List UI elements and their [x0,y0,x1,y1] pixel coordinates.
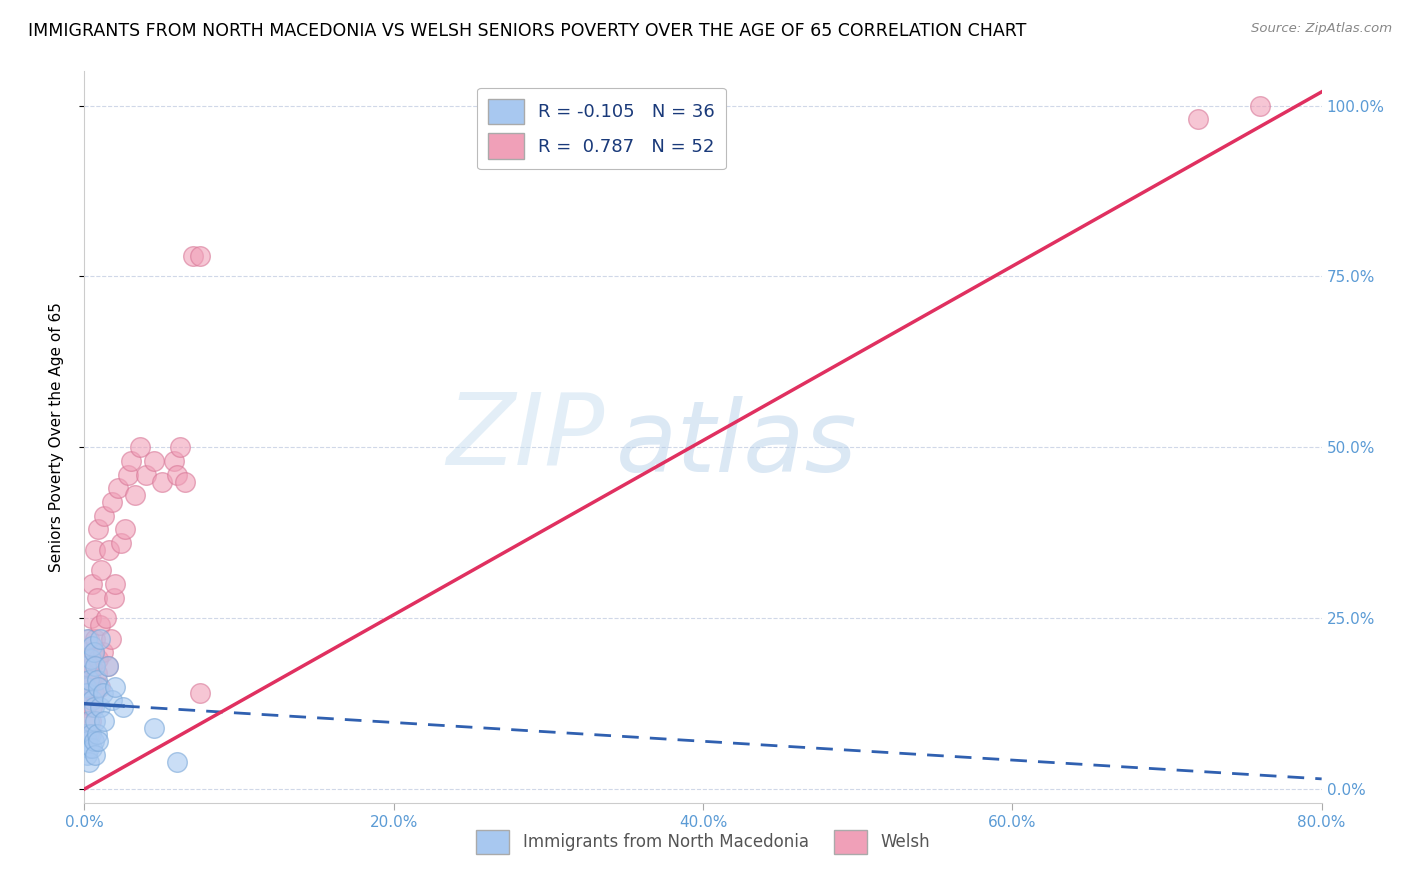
Point [112,700,135,714]
Point [98,542,121,557]
Point [89,632,111,646]
Point [89,700,111,714]
Point [82,577,104,591]
Point [166,755,188,769]
Point [86,665,108,680]
Point [114,522,136,536]
Point [163,454,186,468]
Point [77,741,100,756]
Point [84,659,107,673]
Point [143,721,166,735]
Point [77,714,100,728]
Point [75,659,97,673]
Point [87,734,110,748]
Point [188,249,211,263]
Point [104,680,127,694]
Point [84,714,107,728]
Point [86,591,108,605]
Point [84,747,107,762]
Point [91,645,114,659]
Point [86,727,108,741]
Point [83,734,105,748]
Point [89,680,111,694]
Text: ZIP: ZIP [446,389,605,485]
Text: atlas: atlas [616,396,858,493]
Point [83,686,105,700]
Point [77,632,100,646]
Point [79,652,101,666]
Point [76,734,98,748]
Point [93,714,115,728]
Point [86,673,108,687]
Point [75,680,97,694]
Point [94,611,117,625]
Point [101,693,124,707]
Point [76,632,98,646]
Point [83,645,105,659]
Point [1187,112,1209,127]
Point [110,536,132,550]
Y-axis label: Seniors Poverty Over the Age of 65: Seniors Poverty Over the Age of 65 [49,302,63,572]
Text: Source: ZipAtlas.com: Source: ZipAtlas.com [1251,22,1392,36]
Point [100,632,122,646]
Point [87,652,110,666]
Point [150,475,173,489]
Point [84,542,107,557]
Point [124,488,146,502]
Point [83,645,105,659]
Point [76,686,98,700]
Point [96,659,118,673]
Point [169,440,191,454]
Point [135,467,157,482]
Point [104,577,127,591]
Point [76,645,98,659]
Legend: Immigrants from North Macedonia, Welsh: Immigrants from North Macedonia, Welsh [470,823,936,860]
Point [82,639,104,653]
Point [1249,98,1271,112]
Point [166,467,188,482]
Point [79,611,101,625]
Point [82,693,104,707]
Point [77,755,100,769]
Point [188,686,211,700]
Point [79,714,101,728]
Point [181,249,204,263]
Point [96,659,118,673]
Point [83,700,105,714]
Point [103,591,125,605]
Point [76,747,98,762]
Point [117,467,139,482]
Point [90,563,112,577]
Point [82,700,104,714]
Point [89,618,111,632]
Point [93,508,115,523]
Point [82,741,104,756]
Point [143,454,166,468]
Point [174,475,197,489]
Point [77,680,100,694]
Point [120,454,142,468]
Point [107,481,129,495]
Point [75,700,97,714]
Point [79,673,101,687]
Point [76,686,98,700]
Point [87,680,110,694]
Point [129,440,152,454]
Point [101,495,124,509]
Point [84,632,107,646]
Point [91,686,114,700]
Point [79,727,101,741]
Point [75,727,97,741]
Point [75,659,97,673]
Point [77,727,100,741]
Text: IMMIGRANTS FROM NORTH MACEDONIA VS WELSH SENIORS POVERTY OVER THE AGE OF 65 CORR: IMMIGRANTS FROM NORTH MACEDONIA VS WELSH… [28,22,1026,40]
Point [77,673,100,687]
Point [87,522,110,536]
Point [82,659,104,673]
